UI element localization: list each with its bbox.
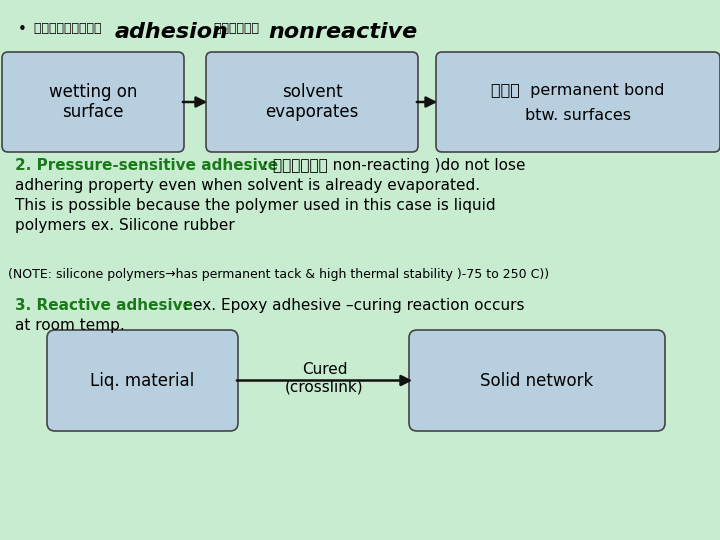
Text: at room temp.: at room temp. xyxy=(15,318,125,333)
Text: : กาวแบบ non-reacting )do not lose: : กาวแบบ non-reacting )do not lose xyxy=(263,158,526,173)
Text: wetting on
surface: wetting on surface xyxy=(49,83,138,122)
Text: เกด  permanent bond: เกด permanent bond xyxy=(491,83,665,98)
Text: (NOTE: silicone polymers→has permanent tack & high thermal stability )-75 to 250: (NOTE: silicone polymers→has permanent t… xyxy=(8,268,549,281)
Text: 3. Reactive adhesive: 3. Reactive adhesive xyxy=(15,298,193,313)
Text: ของกาว: ของกาว xyxy=(210,22,263,35)
Text: Cured
(crosslink): Cured (crosslink) xyxy=(285,362,364,395)
FancyBboxPatch shape xyxy=(47,330,238,431)
Text: •: • xyxy=(18,22,27,37)
FancyBboxPatch shape xyxy=(2,52,184,152)
Text: 2. Pressure-sensitive adhesive: 2. Pressure-sensitive adhesive xyxy=(15,158,278,173)
Text: solvent
evaporates: solvent evaporates xyxy=(265,83,359,122)
Text: : ex. Epoxy adhesive –curing reaction occurs: : ex. Epoxy adhesive –curing reaction oc… xyxy=(183,298,524,313)
FancyBboxPatch shape xyxy=(436,52,720,152)
Text: adhering property even when solvent is already evaporated.: adhering property even when solvent is a… xyxy=(15,178,480,193)
Text: Liq. material: Liq. material xyxy=(91,372,194,389)
FancyBboxPatch shape xyxy=(206,52,418,152)
Text: nonreactive: nonreactive xyxy=(268,22,418,42)
Text: btw. surfaces: btw. surfaces xyxy=(525,109,631,124)
Text: กระบวนการ: กระบวนการ xyxy=(30,22,106,35)
FancyBboxPatch shape xyxy=(409,330,665,431)
Text: adhesion: adhesion xyxy=(115,22,229,42)
Text: polymers ex. Silicone rubber: polymers ex. Silicone rubber xyxy=(15,218,235,233)
Text: Solid network: Solid network xyxy=(480,372,593,389)
Text: This is possible because the polymer used in this case is liquid: This is possible because the polymer use… xyxy=(15,198,495,213)
